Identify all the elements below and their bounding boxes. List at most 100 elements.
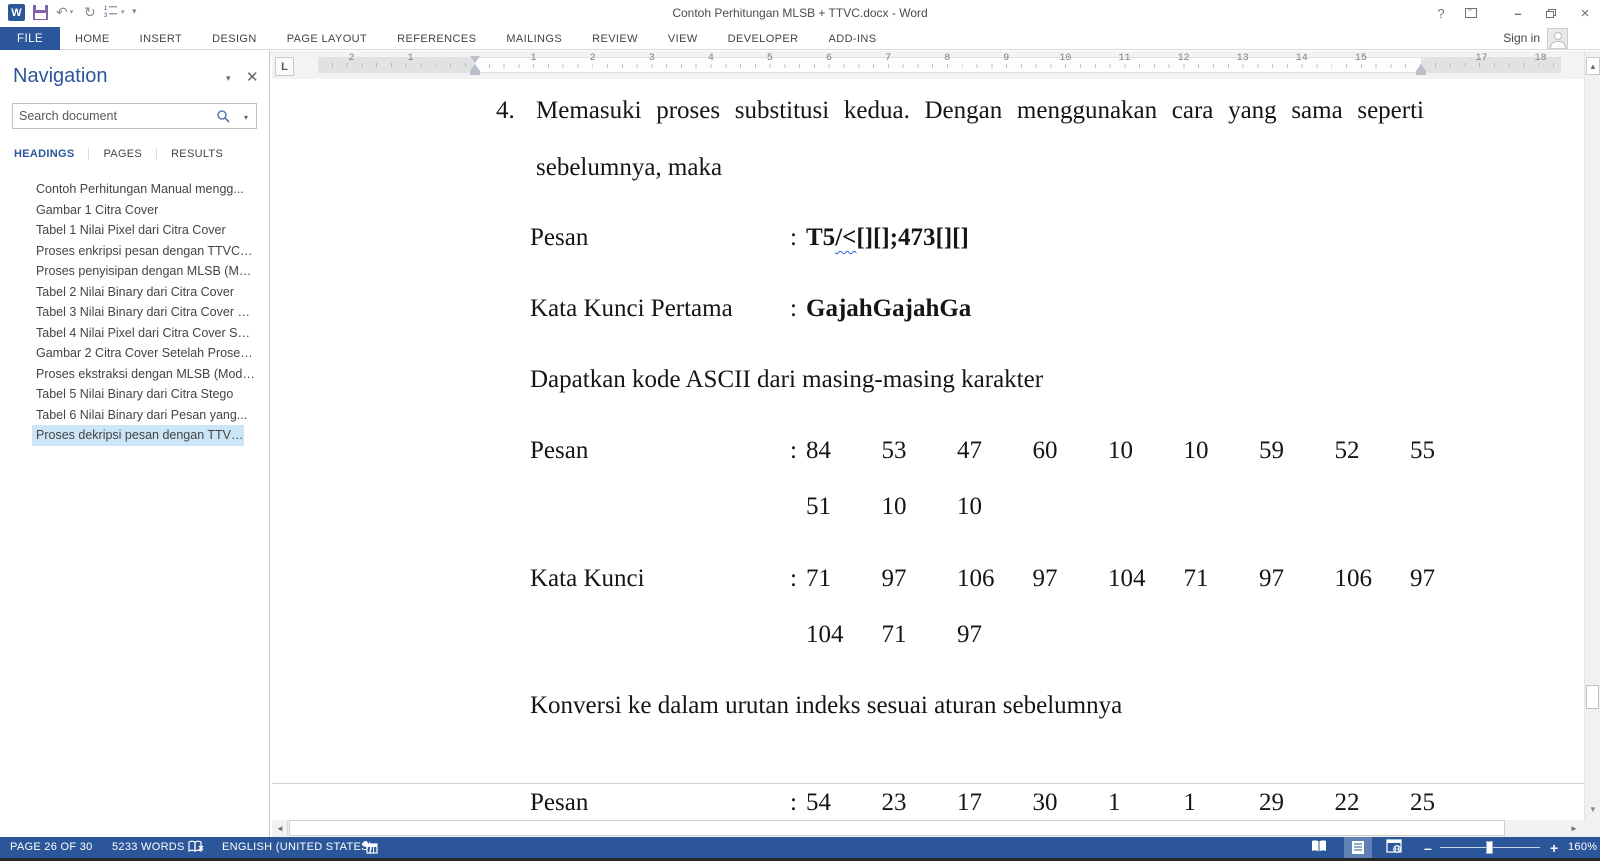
multilevel-list-button[interactable]: 1 3 ▾ [104,6,125,19]
close-button[interactable]: × [1580,4,1590,22]
ribbon-display-options-button[interactable] [1458,3,1484,23]
nav-heading-item[interactable]: Proses dekripsi pesan dengan TTVC (... [32,425,244,446]
ruler-right-numbers: 17 18 [1452,51,1570,67]
ascii-number: 23 [881,789,907,816]
ribbon-tab[interactable]: HOME [75,32,110,45]
language-indicator[interactable]: ENGLISH (UNITED STATES) [222,841,373,853]
ribbon-tab[interactable]: REVIEW [592,32,638,45]
nav-heading-item[interactable]: Tabel 1 Nilai Pixel dari Citra Cover [36,223,226,237]
print-layout-button[interactable] [1344,837,1372,858]
document-page[interactable]: 4. Memasuki proses substitusi kedua. Den… [272,79,1584,820]
avatar-icon[interactable] [1547,28,1568,49]
horizontal-scrollbar[interactable]: ◄ ► [272,820,1584,837]
ascii-number: 25 [1410,789,1435,816]
navigation-pane-title: Navigation [13,65,108,87]
page-indicator[interactable]: PAGE 26 OF 30 [10,841,93,853]
pesan-index-label: Pesan [530,789,589,816]
restore-button[interactable] [1538,3,1564,23]
ribbon-tab[interactable]: REFERENCES [397,32,477,45]
ruler-number: 14 [1295,53,1308,64]
qat-customize-button[interactable]: ▾ [132,6,137,16]
scroll-down-button[interactable]: ▼ [1589,804,1597,814]
zoom-slider-thumb[interactable] [1486,841,1493,854]
ribbon-tab[interactable]: DESIGN [212,32,257,45]
nav-heading-item[interactable]: Proses penyisipan dengan MLSB (Mo... [36,264,256,278]
ruler-number: 4 [707,53,714,64]
ruler-number: 12 [1177,53,1190,64]
word-count[interactable]: 5233 WORDS [112,841,185,853]
zoom-out-button[interactable]: – [1424,840,1433,856]
spellcheck-squiggle: /< [835,224,857,251]
read-mode-button[interactable] [1310,839,1328,854]
save-icon[interactable] [33,5,48,20]
nav-pane-tab[interactable]: HEADINGS [14,148,90,160]
nav-headings-list: Contoh Perhitungan Manual mengg... Gambar… [0,179,268,446]
left-indent-marker[interactable] [470,71,480,75]
paragraph-line: sebelumnya, maka [536,154,723,181]
horizontal-scroll-thumb[interactable] [289,820,1505,836]
minimize-button[interactable]: – [1514,5,1522,21]
redo-button[interactable]: ↻ [84,3,96,20]
scroll-up-button[interactable]: ▲ [1586,57,1600,75]
zoom-slider[interactable] [1440,841,1540,854]
ribbon-tab[interactable]: ADD-INS [828,32,877,45]
tab-stop-selector[interactable]: L [275,57,294,76]
nav-heading-item[interactable]: Tabel 4 Nilai Pixel dari Citra Cover Set… [36,325,256,340]
nav-heading-item[interactable]: Gambar 1 Citra Cover [36,202,159,217]
ribbon-tab-strip: HOME INSERT DESIGN PAGE LAYOUT REFERENCES MAI… [60,27,892,50]
nav-pane-tab[interactable]: RESULTS [171,148,224,160]
hanging-indent-marker[interactable] [470,64,480,71]
undo-button[interactable]: ↶ ▾ [56,3,74,20]
ribbon-tab-bar: FILE HOME INSERT DESIGN PAGE LAYOUT REFERENC… [0,27,1600,50]
nav-heading-item[interactable]: Tabel 2 Nilai Binary dari Citra Cover [36,284,234,299]
right-indent-marker[interactable] [1416,64,1426,71]
ribbon-tab[interactable]: VIEW [667,32,698,45]
scroll-left-button[interactable]: ◄ [273,821,288,836]
navigation-close-button[interactable]: ✕ [246,69,259,86]
sign-in-link[interactable]: Sign in [1503,31,1540,45]
first-line-indent-marker[interactable] [470,56,480,63]
nav-heading-item[interactable]: Contoh Perhitungan Manual mengg... [36,182,244,196]
help-button[interactable]: ? [1437,5,1445,21]
ruler-number: 6 [826,53,833,64]
zoom-in-button[interactable]: + [1550,840,1559,856]
ascii-number: 53 [881,437,907,464]
nav-heading-item[interactable]: Gambar 2 Citra Cover Setelah Proses... [36,346,256,360]
ribbon-tab[interactable]: MAILINGS [506,32,563,45]
ascii-number: 10 [1108,437,1133,464]
vertical-scroll-thumb[interactable] [1586,685,1599,709]
search-box: ▾ [12,103,257,129]
right-margin-marker [1416,71,1426,75]
navigation-options-button[interactable]: ▾ [226,73,231,83]
search-input[interactable] [19,105,209,127]
ascii-number: 97 [1032,565,1058,592]
nav-heading-item[interactable]: Tabel 6 Nilai Binary dari Pesan yang... [36,407,248,422]
search-icon[interactable] [216,109,230,123]
nav-heading-item[interactable]: Tabel 5 Nilai Binary dari Citra Stego [36,387,234,401]
file-tab[interactable]: FILE [0,27,60,50]
undo-caret-icon[interactable]: ▾ [69,9,74,16]
search-dropdown-icon[interactable]: ▾ [243,113,248,122]
nav-heading-item[interactable]: Tabel 3 Nilai Binary dari Citra Cover S.… [36,305,256,319]
ribbon-tab[interactable]: PAGE LAYOUT [286,32,368,45]
nav-heading-item[interactable]: Proses enkripsi pesan dengan TTVC (... [36,243,256,258]
kata-kunci-row2: 104 71 97 [806,621,1033,648]
ruler-number: 2 [589,53,596,64]
ribbon-tab[interactable]: INSERT [139,32,183,45]
proofing-errors-icon[interactable] [188,840,205,854]
ascii-number: 51 [806,493,831,520]
nav-heading-item[interactable]: Proses ekstraksi dengan MLSB (Modif... [36,366,256,381]
nav-pane-tab[interactable]: PAGES [89,148,158,160]
ascii-number: 104 [806,621,844,648]
web-layout-button[interactable] [1386,839,1402,854]
ribbon-tab[interactable]: DEVELOPER [727,32,799,45]
macro-recording-icon[interactable] [362,840,378,854]
ascii-number: 52 [1334,437,1360,464]
ruler-number: 7 [885,53,892,64]
svg-text:1: 1 [104,6,108,12]
scroll-right-button[interactable]: ► [1570,824,1578,833]
vertical-scrollbar[interactable]: ▲ ▼ [1584,51,1600,820]
zoom-percentage[interactable]: 160% [1568,841,1598,853]
